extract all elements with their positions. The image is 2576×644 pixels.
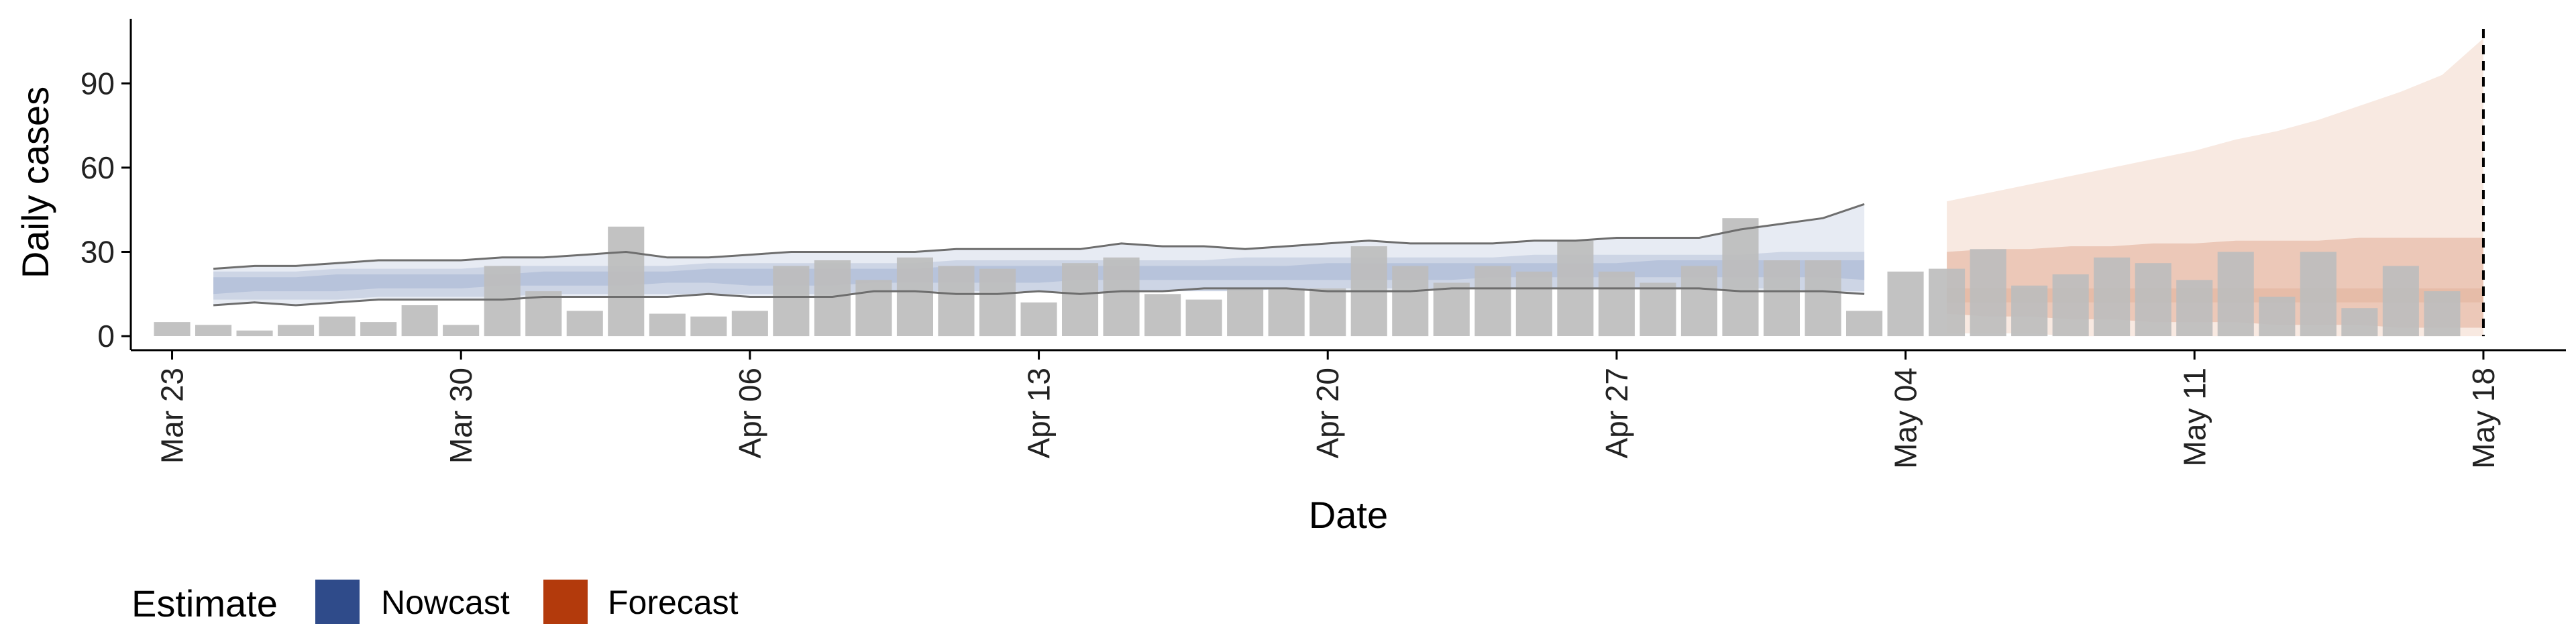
case-bars bbox=[154, 218, 2461, 337]
x-axis-ticks: Mar 23 Mar 30 Apr 06 Apr 13 Apr 20 Apr 27 May … bbox=[155, 350, 2501, 469]
case-bar bbox=[855, 280, 892, 336]
case-bar bbox=[649, 313, 686, 337]
legend-swatch-nowcast bbox=[315, 580, 360, 624]
case-bar bbox=[154, 322, 191, 336]
case-bar bbox=[2094, 257, 2131, 336]
x-tick-label: Apr 06 bbox=[733, 368, 767, 459]
case-bar bbox=[1640, 282, 1676, 336]
case-bar bbox=[2176, 280, 2213, 336]
legend-title: Estimate bbox=[131, 582, 278, 625]
case-bar bbox=[2300, 252, 2337, 337]
legend-label-forecast: Forecast bbox=[608, 584, 739, 621]
case-bar bbox=[690, 316, 727, 337]
nowcast-outer-lower-line bbox=[213, 287, 1865, 307]
case-bar bbox=[278, 325, 315, 336]
case-bar bbox=[2259, 297, 2296, 337]
y-axis-ticks: 0 30 60 90 bbox=[80, 66, 131, 354]
case-bar bbox=[1598, 271, 1635, 337]
legend: Estimate Nowcast Forecast bbox=[131, 580, 739, 625]
nowcast-outer-upper-line bbox=[213, 203, 1865, 270]
x-tick-label: May 18 bbox=[2466, 368, 2501, 469]
case-bar bbox=[1680, 266, 1717, 337]
case-bar bbox=[1020, 302, 1057, 336]
y-tick-label: 0 bbox=[97, 319, 115, 354]
case-bar bbox=[938, 266, 975, 337]
case-bar bbox=[443, 325, 480, 336]
case-bar bbox=[1309, 288, 1346, 337]
y-tick-label: 90 bbox=[80, 66, 115, 101]
case-bar bbox=[1392, 266, 1429, 337]
case-bar bbox=[1763, 260, 1800, 336]
case-bar bbox=[360, 322, 397, 336]
case-bar bbox=[1062, 263, 1099, 336]
case-bar bbox=[1805, 260, 1841, 336]
case-bar bbox=[1268, 288, 1305, 337]
x-tick-label: Mar 23 bbox=[155, 368, 190, 464]
case-bar bbox=[1433, 282, 1470, 336]
y-axis-title: Daily cases bbox=[14, 87, 56, 278]
case-bar bbox=[1970, 249, 2006, 337]
x-tick-label: Apr 13 bbox=[1022, 368, 1057, 459]
legend-label-nowcast: Nowcast bbox=[381, 584, 510, 621]
case-bar bbox=[484, 266, 521, 337]
case-bar bbox=[195, 325, 232, 336]
case-bar bbox=[1474, 266, 1511, 337]
y-tick-label: 60 bbox=[80, 150, 115, 185]
case-bar bbox=[2341, 308, 2378, 337]
case-bar bbox=[1887, 271, 1924, 337]
case-bar bbox=[814, 260, 851, 336]
case-bar bbox=[773, 266, 810, 337]
case-bar bbox=[2011, 285, 2048, 337]
case-bar bbox=[525, 291, 562, 337]
case-bar bbox=[1515, 271, 1552, 337]
x-tick-label: Apr 20 bbox=[1310, 368, 1345, 459]
case-bar bbox=[2382, 266, 2419, 337]
x-tick-label: May 04 bbox=[1888, 368, 1923, 469]
case-bar bbox=[1929, 268, 1966, 337]
case-bar bbox=[731, 311, 768, 337]
case-bar bbox=[2424, 291, 2461, 337]
case-bar bbox=[1722, 218, 1759, 336]
outer-band-lines bbox=[213, 203, 1865, 307]
case-bar bbox=[896, 257, 933, 336]
x-tick-label: Apr 27 bbox=[1599, 368, 1634, 459]
case-bar bbox=[2052, 274, 2089, 337]
y-tick-label: 30 bbox=[80, 234, 115, 269]
case-bar bbox=[2217, 252, 2254, 337]
case-bar bbox=[236, 330, 273, 337]
case-bar bbox=[2135, 263, 2171, 336]
case-bar bbox=[1103, 257, 1140, 336]
legend-swatch-forecast bbox=[543, 580, 588, 624]
x-tick-label: May 11 bbox=[2177, 368, 2212, 466]
case-bar bbox=[1185, 299, 1222, 336]
case-bar bbox=[1227, 288, 1264, 337]
case-bar bbox=[1846, 311, 1883, 337]
case-bar bbox=[566, 311, 603, 337]
case-bar bbox=[1144, 294, 1181, 337]
x-axis-title: Date bbox=[1309, 494, 1388, 536]
case-bar bbox=[608, 226, 645, 337]
x-tick-label: Mar 30 bbox=[443, 368, 478, 464]
nowcast-inner-band bbox=[213, 260, 1865, 294]
case-bar bbox=[979, 268, 1016, 337]
case-bar bbox=[319, 316, 356, 337]
case-bar bbox=[401, 305, 438, 337]
